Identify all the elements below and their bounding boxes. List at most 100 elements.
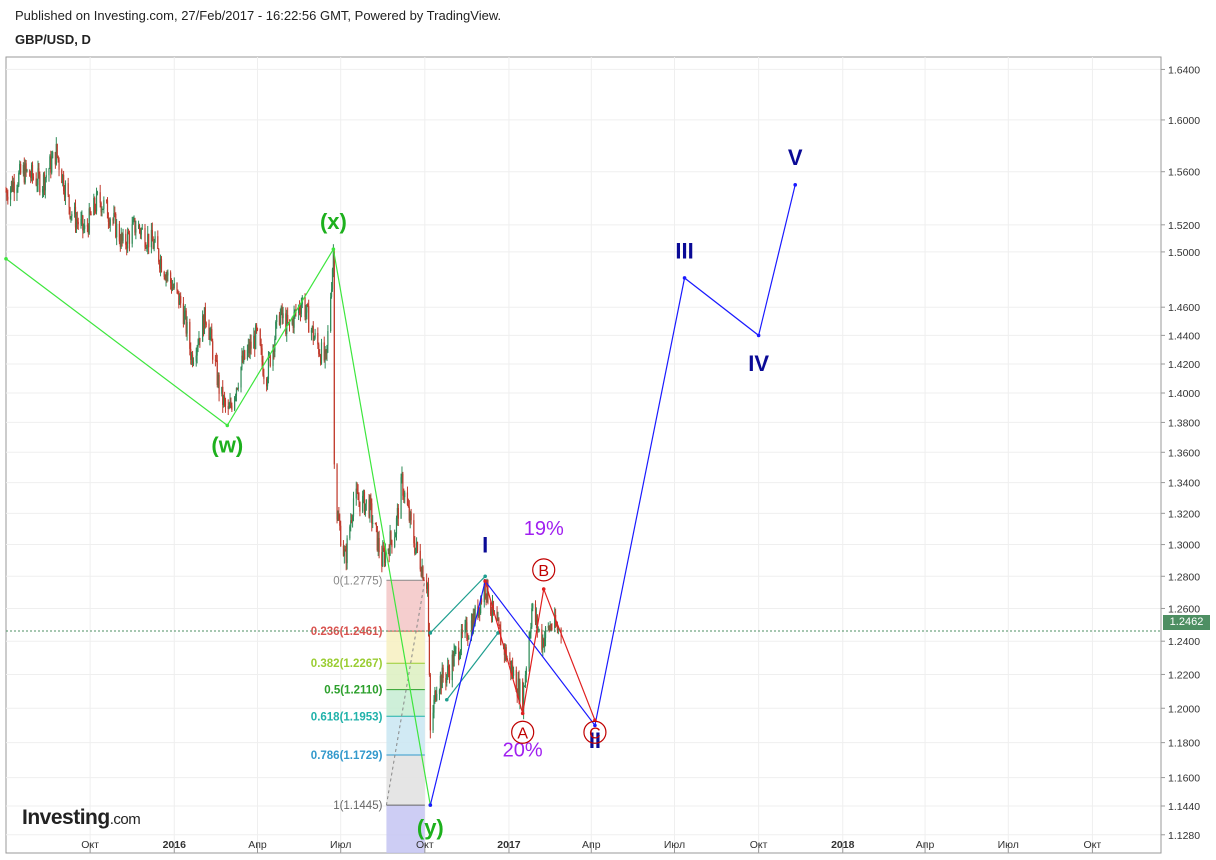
x-tick-label: Окт — [1084, 839, 1102, 851]
candle-body — [408, 506, 410, 521]
candle-body — [319, 355, 322, 364]
candle-body — [436, 693, 438, 701]
candle-body — [114, 213, 116, 215]
candle-body — [556, 625, 559, 631]
candle-body — [266, 379, 269, 387]
candle-body — [248, 344, 250, 354]
y-tick-label: 1.4600 — [1168, 302, 1200, 314]
candle-body — [145, 247, 147, 249]
candle-body — [17, 185, 19, 189]
channel-line — [429, 575, 486, 634]
x-tick-label: Окт — [81, 839, 99, 851]
candle-body — [554, 614, 556, 628]
candle-body — [528, 637, 530, 669]
candle-body — [426, 580, 428, 590]
candle-body — [57, 155, 59, 160]
wave-label: IV — [748, 351, 769, 376]
candle-body — [471, 620, 473, 634]
wave-circle-b — [532, 558, 556, 582]
channel-line-point — [483, 574, 487, 579]
candle-body — [330, 289, 333, 297]
candle-body — [128, 233, 131, 244]
candle-body — [22, 165, 24, 174]
candle-body — [218, 375, 220, 394]
x-tick-label: 2017 — [497, 839, 521, 851]
candle-body — [11, 181, 14, 191]
candle-body — [75, 219, 78, 228]
fib-level-label: 0.236(1.2461) — [311, 626, 383, 638]
candle-body — [48, 168, 50, 176]
candle-body — [147, 233, 149, 248]
channel-line-point — [428, 631, 433, 635]
candle-body — [20, 163, 22, 174]
candle-body — [45, 175, 47, 178]
candle-body — [37, 168, 39, 185]
candle-body — [203, 307, 206, 334]
candle-body — [460, 629, 463, 651]
candle-body — [377, 537, 379, 551]
candle-body — [235, 388, 238, 396]
candle-body — [76, 219, 78, 222]
wave-label: V — [788, 145, 803, 170]
candle-body — [511, 665, 513, 674]
candle-body — [95, 192, 98, 212]
candle-body — [87, 226, 89, 234]
candle-body — [452, 654, 454, 667]
wave-impulse-line-point — [793, 183, 798, 187]
candle-body — [32, 176, 35, 179]
candle-body — [531, 608, 533, 627]
candle-body — [326, 345, 328, 354]
wave-label-c: C — [589, 725, 601, 742]
candle-body — [150, 229, 153, 248]
candle-body — [272, 346, 274, 367]
candle-body — [383, 550, 386, 563]
y-tick-label: 1.1280 — [1168, 830, 1200, 842]
candle-body — [547, 626, 549, 628]
candle-body — [197, 344, 199, 347]
wave-wxy-line-point — [4, 256, 8, 261]
candle-body — [256, 328, 259, 330]
candle-body — [281, 306, 283, 319]
candle-body — [538, 629, 540, 631]
candle-body — [107, 218, 110, 222]
fib-level-label: 0.5(1.2110) — [324, 685, 382, 697]
candle-body — [515, 670, 517, 692]
candle-body — [90, 213, 92, 216]
candle-body — [127, 231, 129, 249]
candle-body — [54, 152, 56, 165]
candle-body — [81, 215, 83, 220]
candle-body — [478, 607, 480, 617]
candle-body — [544, 627, 547, 639]
wave-wxy-line-point — [225, 423, 230, 428]
candle-body — [448, 670, 451, 681]
candle-body — [10, 181, 13, 189]
candle-body — [523, 686, 525, 712]
candle-body — [282, 313, 284, 319]
candle-body — [332, 251, 334, 270]
channel-line-point — [496, 631, 500, 635]
candle-body — [467, 638, 469, 640]
candle-body — [260, 345, 262, 349]
candle-body — [189, 321, 191, 349]
candle-body — [157, 236, 159, 250]
candle-body — [440, 675, 442, 689]
candle-body — [106, 200, 109, 219]
candle-body — [93, 197, 95, 216]
candle-body — [263, 375, 265, 379]
candle-body — [158, 249, 160, 262]
candle-body — [384, 550, 387, 563]
candle-body — [470, 620, 473, 638]
candle-body — [249, 341, 251, 354]
candle-body — [273, 346, 275, 352]
candle-body — [325, 349, 327, 354]
candle-body — [492, 601, 495, 612]
candle-body — [26, 169, 28, 171]
fib-level-label: 0.786(1.1729) — [311, 750, 383, 762]
candle-body — [152, 241, 154, 249]
candle-body — [84, 225, 86, 229]
candle-body — [351, 520, 353, 522]
candle-body — [404, 492, 406, 498]
candle-body — [294, 310, 296, 312]
candle-body — [240, 367, 242, 388]
